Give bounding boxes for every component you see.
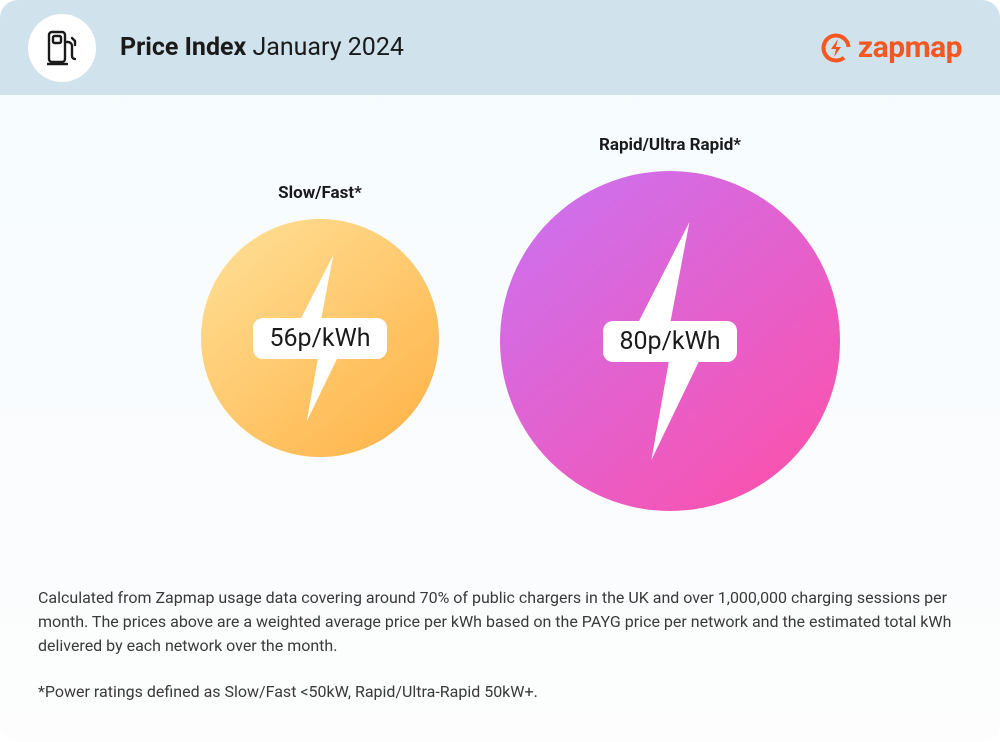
brand-text: zapmap [858,30,962,65]
charger-icon-container [28,14,96,82]
fuel-pump-icon [47,30,77,66]
price-pill-rapid-ultra: 80p/kWh [603,321,736,362]
title-wrap: Price Index January 2024 [28,14,404,82]
price-pill-slow-fast: 56p/kWh [253,318,386,359]
bubble-slow-fast: 56p/kWh [201,219,439,457]
title-bold: Price Index [120,33,246,62]
header: Price Index January 2024 zapmap [0,0,1000,95]
page-title: Price Index January 2024 [120,33,404,62]
bubble-group-slow-fast: Slow/Fast* 56p/kWh [201,183,439,457]
bubble-group-rapid-ultra: Rapid/Ultra Rapid* 80p/kWh [500,135,840,511]
bubble-label-rapid-ultra: Rapid/Ultra Rapid* [599,135,741,155]
footer-text: Calculated from Zapmap usage data coveri… [38,586,962,704]
footer-para-1: Calculated from Zapmap usage data coveri… [38,586,962,658]
chart-area: Slow/Fast* 56p/kWh Rapid/Ultra Rapid* 80p/k… [0,95,1000,535]
bubble-rapid-ultra: 80p/kWh [500,171,840,511]
title-period: January 2024 [252,33,404,62]
zapmap-bolt-icon [820,32,852,64]
brand-logo: zapmap [820,30,962,65]
footer-para-2: *Power ratings defined as Slow/Fast <50k… [38,680,962,704]
price-index-card: Price Index January 2024 zapmap Slow/Fas… [0,0,1000,742]
bubble-label-slow-fast: Slow/Fast* [278,183,362,203]
